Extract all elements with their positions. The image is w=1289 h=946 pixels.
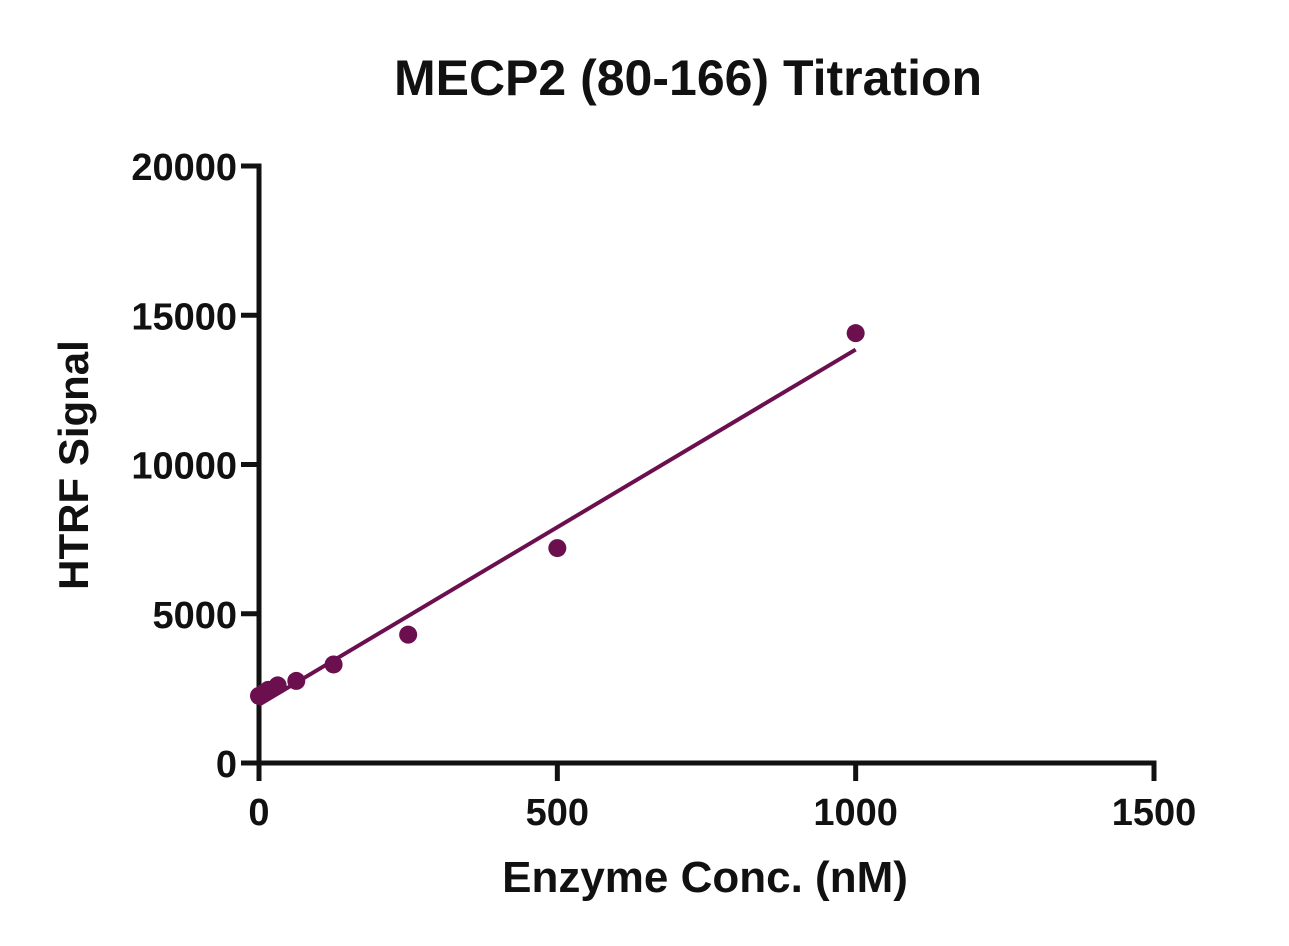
data-point (325, 655, 343, 673)
axes: 0 5000 10000 15000 20000 0 500 1000 1500 (131, 147, 1196, 834)
fit-layer (259, 350, 856, 705)
x-axis-label: Enzyme Conc. (nM) (502, 853, 908, 902)
y-tick-label: 0 (216, 744, 237, 786)
y-tick-label: 20000 (131, 147, 237, 189)
data-point (399, 626, 417, 644)
x-tick-label: 1500 (1112, 792, 1197, 834)
x-tick-label: 0 (248, 792, 269, 834)
x-tick-label: 1000 (813, 792, 898, 834)
y-axis-label: HTRF Signal (50, 340, 97, 590)
data-point (548, 539, 566, 557)
points-layer (250, 324, 865, 705)
y-tick-label: 10000 (131, 446, 237, 488)
data-point (287, 672, 305, 690)
y-tick-label: 15000 (131, 296, 237, 338)
data-point (847, 324, 865, 342)
fit-line (259, 350, 856, 705)
chart-title: MECP2 (80-166) Titration (394, 50, 982, 106)
data-point (269, 676, 287, 694)
x-tick-label: 500 (526, 792, 589, 834)
y-tick-label: 5000 (152, 595, 237, 637)
